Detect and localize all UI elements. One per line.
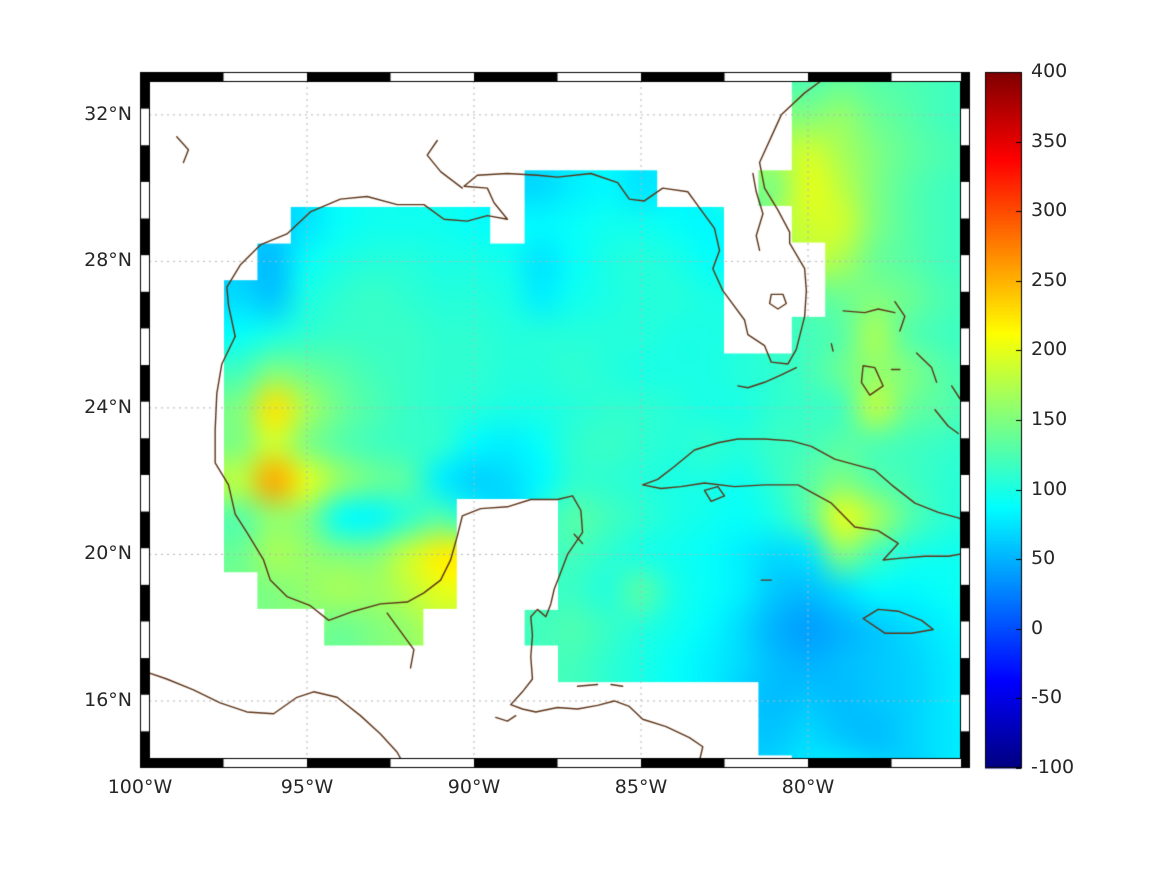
map-plot-canvas	[0, 0, 1167, 875]
figure: 32°N 28°N 24°N 20°N 16°N 100°W 95°W 90°W 85°W 80…	[0, 0, 1167, 875]
